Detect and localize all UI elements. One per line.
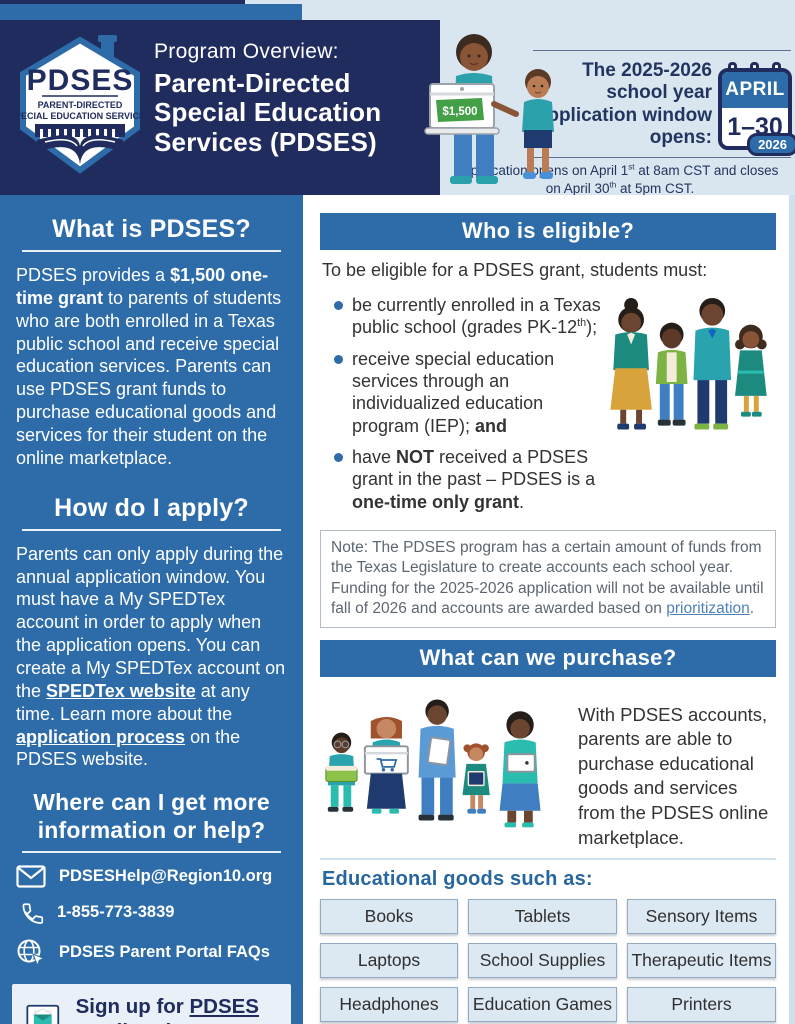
header-divider-bottom bbox=[533, 157, 791, 158]
family-illustration bbox=[604, 285, 776, 522]
contact-email-row: PDSESHelp@Region10.org bbox=[16, 864, 287, 888]
families-with-devices-illustration bbox=[325, 699, 541, 827]
main-content: Who is eligible? To be eligible for a PD… bbox=[303, 195, 789, 1024]
grant-amount-text: $1,500 one-time grant bbox=[16, 265, 269, 308]
pdses-logo-icon: PDSES PARENT-DIRECTED SPECIAL EDUCATION … bbox=[9, 35, 151, 174]
heading-underline bbox=[22, 528, 281, 531]
goods-item: Tablets bbox=[467, 899, 617, 935]
purchase-row: With PDSES accounts, parents are able to… bbox=[320, 687, 776, 851]
paragraph-text: to parents of students who are both enro… bbox=[16, 287, 282, 468]
heading-underline bbox=[22, 250, 281, 252]
phone-icon bbox=[22, 902, 44, 924]
caption-text: at 8am CST and closes on April 30 bbox=[545, 163, 779, 196]
what-can-we-purchase-bar: What can we purchase? bbox=[320, 639, 776, 677]
calendar-icon: APRIL 1–30 2026 bbox=[718, 62, 795, 156]
bullet-icon bbox=[334, 452, 343, 462]
eligibility-item: have NOT received a PDSES grant in the p… bbox=[334, 446, 604, 513]
eligibility-list: be currently enrolled in a Texas public … bbox=[320, 285, 604, 522]
application-process-link[interactable]: application process bbox=[16, 726, 186, 747]
signup-text: Sign up for PDSES email updates bbox=[76, 995, 281, 1024]
paragraph-text: at any time. Learn more about the bbox=[16, 680, 250, 724]
goods-item: Printers bbox=[626, 987, 776, 1023]
educational-goods-grid: Books Tablets Sensory Items Laptops Scho… bbox=[320, 899, 776, 1023]
who-is-eligible-bar: Who is eligible? bbox=[320, 213, 776, 250]
sidebar: What is PDSES? PDSES provides a $1,500 o… bbox=[0, 195, 303, 1024]
email-updates-link[interactable]: PDSES email updates bbox=[76, 995, 259, 1024]
contact-phone-row: 1-855-773-3839 bbox=[16, 899, 287, 927]
bullet-icon bbox=[334, 301, 343, 310]
application-dates-caption: Application opens on April 1st at 8am CS… bbox=[455, 162, 785, 197]
calendar-month: APRIL bbox=[722, 72, 788, 108]
calendar-year-badge: 2026 bbox=[747, 133, 795, 156]
caption-superscript: st bbox=[628, 162, 635, 172]
what-is-pdses-heading: What is PDSES? bbox=[52, 215, 251, 243]
envelope-icon bbox=[16, 864, 46, 888]
eligibility-intro: To be eligible for a PDSES grant, studen… bbox=[322, 260, 708, 280]
note-text: Note: The PDSES program has a certain am… bbox=[331, 538, 764, 618]
pdses-logo: PDSES PARENT-DIRECTED SPECIAL EDUCATION … bbox=[9, 30, 151, 182]
eligibility-bullet-text: be currently enrolled in a Texas public … bbox=[352, 295, 601, 338]
goods-item: School Supplies bbox=[467, 943, 617, 979]
eligibility-item: receive special education services throu… bbox=[334, 348, 604, 437]
family-illustration-svg bbox=[610, 297, 767, 430]
logo-tagline-1: PARENT-DIRECTED bbox=[38, 100, 123, 110]
parent-child-laptop-illustration: $1,500 bbox=[424, 34, 554, 184]
prioritization-link[interactable]: prioritization bbox=[666, 600, 750, 618]
contact-email[interactable]: PDSESHelp@Region10.org bbox=[59, 866, 273, 885]
eligibility-bullet-text: have NOT received a PDSES grant in the p… bbox=[352, 446, 596, 512]
what-is-pdses-text: PDSES provides a $1,500 one-time grant t… bbox=[16, 264, 287, 470]
eligibility-item: be currently enrolled in a Texas public … bbox=[334, 294, 604, 339]
contact-faq-link[interactable]: PDSES Parent Portal FAQs bbox=[59, 943, 270, 962]
globe-icon bbox=[17, 939, 46, 967]
goods-item: Headphones bbox=[320, 987, 458, 1023]
header-divider-top bbox=[533, 50, 791, 51]
goods-item: Education Games bbox=[467, 987, 617, 1023]
caption-text: at 5pm CST. bbox=[616, 180, 695, 196]
paragraph-text: PDSES provides a bbox=[16, 265, 171, 285]
header-accent-bar bbox=[0, 4, 302, 20]
program-overview-label: Program Overview: bbox=[154, 40, 339, 63]
how-do-i-apply-heading: How do I apply? bbox=[54, 493, 249, 522]
note-text: . bbox=[749, 600, 755, 618]
contact-phone[interactable]: 1-855-773-3839 bbox=[57, 903, 175, 922]
goods-item: Books bbox=[320, 899, 458, 935]
heading-underline bbox=[22, 850, 281, 853]
how-do-i-apply-text: Parents can only apply during the annual… bbox=[16, 543, 287, 772]
eligibility-row: be currently enrolled in a Texas public … bbox=[320, 285, 776, 522]
paragraph-text: on the PDSES website. bbox=[16, 726, 241, 770]
page-title: Parent-Directed Special Education Servic… bbox=[154, 68, 382, 157]
goods-item: Sensory Items bbox=[626, 899, 776, 935]
caption-superscript: th bbox=[609, 180, 617, 190]
email-signup-box[interactable]: Sign up for PDSES email updates bbox=[12, 983, 291, 1024]
logo-tagline-2: SPECIAL EDUCATION SERVICES bbox=[14, 111, 146, 121]
educational-goods-heading: Educational goods such as: bbox=[322, 868, 593, 891]
goods-item: Laptops bbox=[320, 943, 458, 979]
contact-faq-row: PDSES Parent Portal FAQs bbox=[16, 938, 287, 968]
laptop-email-icon bbox=[26, 1004, 60, 1024]
application-window-text: The 2025-2026 school year application wi… bbox=[536, 60, 712, 149]
logo-acronym: PDSES bbox=[27, 64, 134, 97]
laptop-price-tag: $1,500 bbox=[442, 106, 477, 118]
bullet-icon bbox=[334, 354, 343, 364]
signup-label: Sign up for bbox=[75, 995, 190, 1019]
spedtex-website-link[interactable]: SPEDTex website bbox=[46, 680, 196, 701]
header-title-block: Program Overview: Parent-Directed Specia… bbox=[154, 40, 440, 157]
paragraph-text: Parents can only apply during the annual… bbox=[16, 543, 286, 701]
purchase-description: With PDSES accounts, parents are able to… bbox=[578, 703, 769, 848]
section-divider bbox=[320, 858, 776, 861]
eligibility-bullet-text: receive special education services throu… bbox=[352, 348, 555, 436]
goods-item: Therapeutic Items bbox=[626, 943, 776, 979]
more-info-heading: Where can I get more information or help… bbox=[33, 789, 270, 843]
funding-note: Note: The PDSES program has a certain am… bbox=[320, 529, 776, 628]
header-top-sliver bbox=[0, 0, 245, 5]
right-edge-strip bbox=[789, 195, 795, 1024]
